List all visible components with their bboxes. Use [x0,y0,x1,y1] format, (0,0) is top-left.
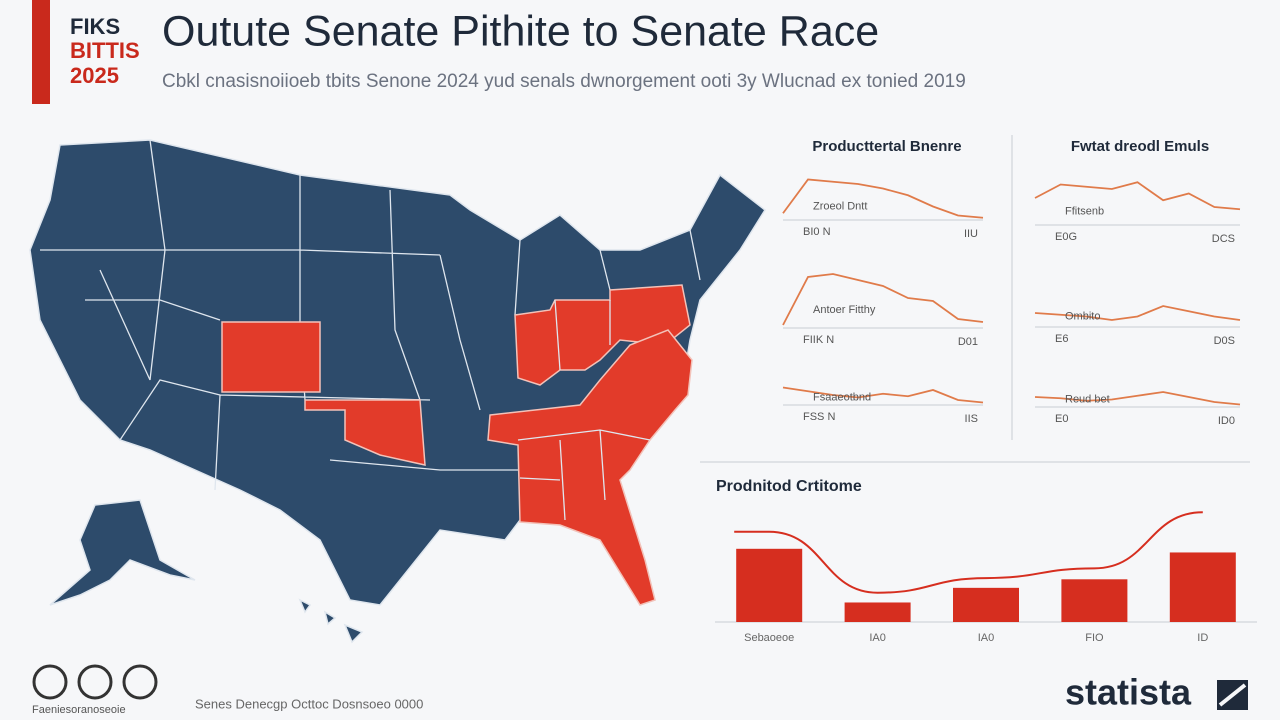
bar [736,548,803,622]
accent-bar [32,0,50,104]
chart-label: Reud bet [1065,393,1110,405]
line [782,273,984,326]
chart-label: Ombito [1065,310,1100,322]
footer-source: Senes Denecgp Octtoc Dosnsoeo 0000 [195,696,423,711]
chart-label: E6 [1055,333,1068,345]
trend-line [734,511,1203,594]
chart-label: D01 [958,336,978,348]
chart-label: IIU [964,228,978,240]
chart-title: Prodnitod Crtitome [716,478,862,495]
line [1034,181,1241,211]
footer-caption: Faeniesoranoseoie [32,704,126,716]
logo-line: FIKS [70,14,120,39]
panel-title: Fwtat dreodl Emuls [1071,138,1209,155]
x-tick-label: ID [1197,632,1208,644]
panel-title: Producttertal Bnenre [812,138,961,155]
brand: statista [1065,672,1192,713]
logo-line: 2025 [70,63,119,88]
chart-label: IIS [965,413,978,425]
logo-line: BITTIS [70,38,140,63]
line [1034,391,1241,406]
chart-label: Ffitsenb [1065,205,1104,217]
chart-label: Fsaaeotbnd [813,391,871,403]
chart-label: D0S [1214,335,1235,347]
title: Outute Senate Pithite to Senate Race [162,7,879,55]
bar [953,587,1019,622]
line [782,386,984,404]
bar [1061,579,1128,622]
icon [122,664,158,700]
x-tick-label: IA0 [978,632,995,644]
icon [32,664,68,700]
chart-label: BI0 N [803,226,831,238]
us-map [29,139,766,644]
bar [844,602,911,622]
chart-label: FSS N [803,411,835,423]
line [782,178,984,219]
chart-label: ID0 [1218,415,1235,427]
x-tick-label: Sebaoeoe [744,632,794,644]
bar [1169,552,1236,622]
line [1034,305,1241,321]
chart-label: Zroeol Dntt [813,200,867,212]
subtitle: Cbkl cnasisnoiioeb tbits Senone 2024 yud… [162,71,966,92]
icon [77,664,113,700]
chart-label: E0 [1055,413,1068,425]
x-tick-label: FIO [1085,632,1104,644]
x-tick-label: IA0 [869,632,886,644]
brand-icon [1213,676,1252,714]
chart-label: FIIK N [803,334,834,346]
chart-label: Antoer Fitthy [813,304,876,316]
chart-label: DCS [1212,233,1235,245]
chart-label: E0G [1055,231,1077,243]
